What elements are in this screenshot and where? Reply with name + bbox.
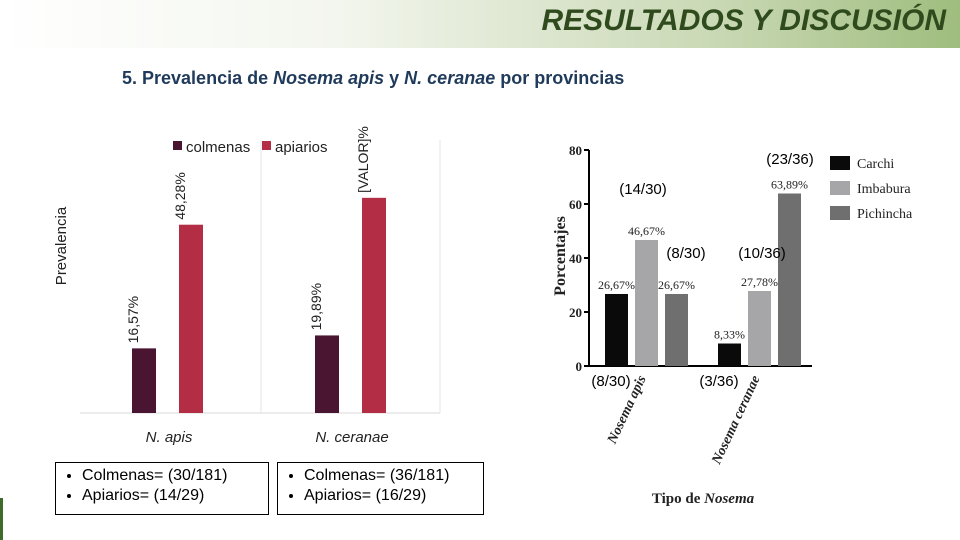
annotation-apis-imbabura: (14/30) bbox=[619, 181, 667, 198]
subtitle-prefix: 5. Prevalencia de bbox=[122, 68, 274, 88]
category-label-apis: N. apis bbox=[146, 429, 193, 446]
y-axis-label: Porcentajes bbox=[552, 216, 569, 296]
y-tick-label: 40 bbox=[569, 251, 582, 266]
legend-label-colmenas: colmenas bbox=[186, 139, 250, 156]
x-axis-label: Tipo de Nosema bbox=[652, 491, 755, 507]
subtitle-suffix: por provincias bbox=[495, 68, 625, 88]
data-label: [VALOR]% bbox=[355, 126, 371, 193]
annotation-ceranae-carchi: (3/36) bbox=[699, 373, 738, 390]
legend-swatch-apiarios bbox=[262, 141, 271, 150]
bar-apiarios bbox=[362, 197, 386, 413]
bar-carchi bbox=[718, 343, 741, 366]
bar-carchi bbox=[605, 293, 628, 366]
y-tick-label: 20 bbox=[569, 305, 582, 320]
left-accent-line bbox=[0, 498, 3, 540]
y-tick-label: 0 bbox=[576, 359, 583, 374]
bar-imbabura bbox=[748, 290, 771, 366]
legend-label-pichincha: Pichincha bbox=[857, 207, 913, 222]
legend-swatch-pichincha bbox=[830, 206, 850, 220]
legend-label-apiarios: apiarios bbox=[275, 139, 328, 156]
data-label: 63,89% bbox=[771, 177, 808, 191]
y-tick-label: 80 bbox=[569, 143, 582, 158]
legend-label-imbabura: Imbabura bbox=[857, 182, 911, 197]
note-item: Colmenas= (36/181) bbox=[304, 466, 475, 486]
bar-pichincha bbox=[778, 193, 801, 366]
data-label: 19,89% bbox=[308, 283, 324, 330]
note-item: Apiarios= (16/29) bbox=[304, 486, 475, 506]
bar-pichincha bbox=[665, 293, 688, 366]
data-label: 27,78% bbox=[741, 275, 778, 289]
data-label: 46,67% bbox=[628, 224, 665, 238]
legend-swatch-carchi bbox=[830, 156, 850, 170]
subtitle-species-1: Nosema apis bbox=[273, 68, 385, 88]
note-item: Apiarios= (14/29) bbox=[82, 486, 260, 506]
bar-colmenas bbox=[132, 348, 156, 413]
y-tick-label: 60 bbox=[569, 197, 582, 212]
x-axis-label-italic: Nosema bbox=[703, 491, 754, 507]
x-axis-label-prefix: Tipo de bbox=[652, 491, 704, 507]
legend-swatch-imbabura bbox=[830, 181, 850, 195]
note-box-apis: Colmenas= (30/181) Apiarios= (14/29) bbox=[55, 462, 269, 515]
subtitle-mid: y bbox=[384, 68, 405, 88]
bar-apiarios bbox=[179, 224, 203, 413]
data-label: 26,67% bbox=[598, 278, 635, 292]
annotation-apis-carchi: (8/30) bbox=[591, 373, 630, 390]
y-axis-label: Prevalencia bbox=[53, 206, 70, 285]
legend-label-carchi: Carchi bbox=[857, 157, 894, 172]
header-bar bbox=[0, 0, 960, 48]
bar-colmenas bbox=[315, 335, 339, 413]
note-item: Colmenas= (30/181) bbox=[82, 466, 260, 486]
page-title: RESULTADOS Y DISCUSIÓN bbox=[541, 4, 946, 37]
annotation-apis-pichincha: (8/30) bbox=[666, 245, 705, 262]
data-label: 16,57% bbox=[125, 296, 141, 343]
subtitle-species-2: N. ceranae bbox=[404, 68, 496, 88]
data-label: 8,33% bbox=[714, 328, 745, 342]
data-label: 26,67% bbox=[658, 278, 695, 292]
category-label-ceranae: N. ceranae bbox=[315, 429, 388, 446]
bar-imbabura bbox=[635, 239, 658, 366]
data-label: 48,28% bbox=[172, 172, 188, 219]
annotation-ceranae-imbabura: (10/36) bbox=[738, 245, 786, 262]
legend-swatch-colmenas bbox=[173, 141, 182, 150]
annotation-ceranae-pichincha: (23/36) bbox=[766, 151, 814, 168]
note-box-ceranae: Colmenas= (36/181) Apiarios= (16/29) bbox=[277, 462, 484, 515]
section-subtitle: 5. Prevalencia de Nosema apis y N. ceran… bbox=[122, 68, 624, 89]
